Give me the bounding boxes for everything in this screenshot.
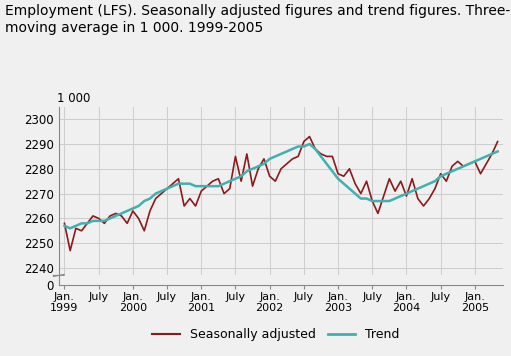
Text: Employment (LFS). Seasonally adjusted figures and trend figures. Three-month
mov: Employment (LFS). Seasonally adjusted fi… bbox=[5, 4, 511, 35]
Text: 1 000: 1 000 bbox=[57, 92, 90, 105]
Legend: Seasonally adjusted, Trend: Seasonally adjusted, Trend bbox=[147, 323, 405, 346]
